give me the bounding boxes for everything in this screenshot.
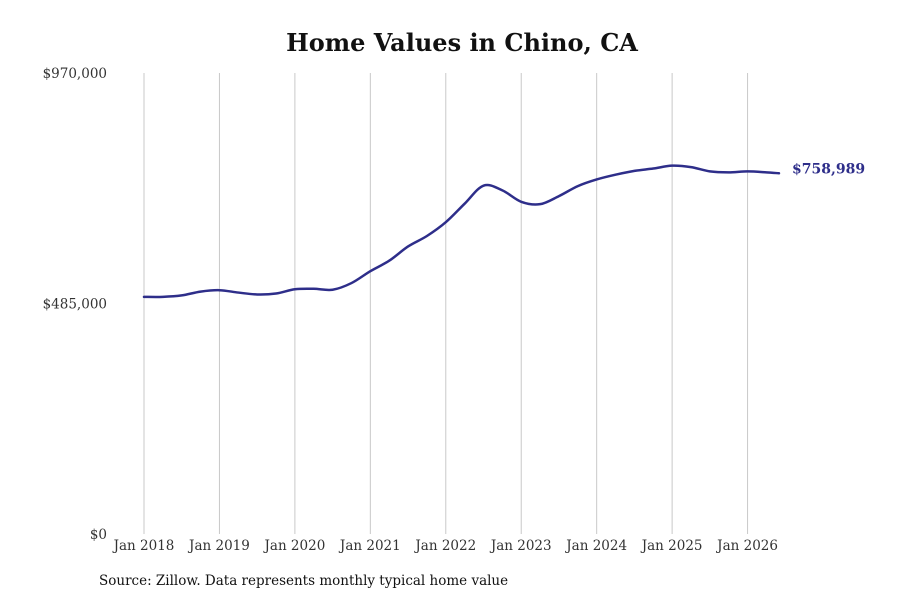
series-layer bbox=[142, 164, 781, 299]
y-axis-ticks: $0 $485,000 $970,000 bbox=[43, 66, 107, 543]
x-axis-ticks: Jan 2018 Jan 2019 Jan 2020 Jan 2021 Jan 2022… bbox=[112, 538, 778, 554]
source-note: Source: Zillow. Data represents monthly … bbox=[99, 573, 509, 589]
x-tick-label: Jan 2018 bbox=[112, 538, 175, 554]
x-tick-label: Jan 2026 bbox=[715, 538, 778, 554]
x-tick-label: Jan 2023 bbox=[489, 538, 552, 554]
end-label-layer: $758,989 bbox=[792, 161, 865, 177]
x-tick-label: Jan 2022 bbox=[413, 538, 476, 554]
y-tick-label: $485,000 bbox=[43, 297, 107, 313]
series-line-0 bbox=[142, 164, 781, 299]
y-tick-label: $970,000 bbox=[43, 66, 107, 82]
x-tick-label: Jan 2019 bbox=[187, 538, 250, 554]
y-tick-label: $0 bbox=[90, 527, 107, 543]
chart-title: Home Values in Chino, CA bbox=[286, 28, 638, 57]
x-tick-label: Jan 2024 bbox=[564, 538, 627, 554]
end-value-label: $758,989 bbox=[792, 161, 865, 177]
gridlines bbox=[143, 73, 749, 534]
x-tick-label: Jan 2021 bbox=[338, 538, 401, 554]
x-tick-label: Jan 2025 bbox=[640, 538, 703, 554]
x-tick-label: Jan 2020 bbox=[262, 538, 325, 554]
